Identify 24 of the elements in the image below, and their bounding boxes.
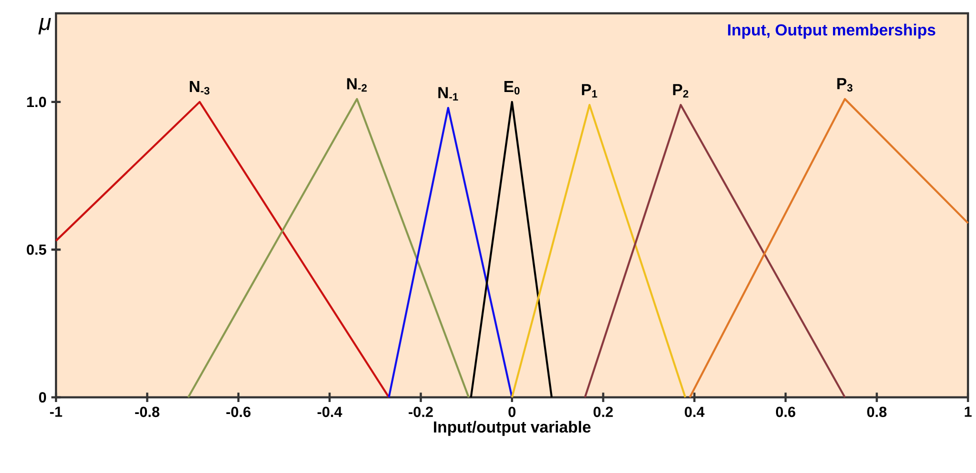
- x-tick-label: 1: [964, 406, 972, 417]
- y-tick-label: 0.5: [26, 244, 46, 255]
- x-tick-label: -0.8: [135, 406, 160, 417]
- x-tick-label: 0.2: [594, 406, 613, 417]
- series-label: N$_{-1}$: [438, 86, 458, 100]
- y-axis-title: μ: [38, 18, 51, 34]
- series-label: N$_{-2}$: [347, 78, 367, 92]
- x-axis-title: Input/output variable: [434, 420, 591, 436]
- x-tick-label: 0: [508, 406, 516, 417]
- series-label: P$_{1}$: [582, 84, 598, 98]
- y-tick-label: 1.0: [27, 96, 46, 107]
- x-tick-label: 0.6: [776, 406, 796, 417]
- x-tick-label: -0.2: [408, 406, 433, 417]
- series-label: N$_{-3}$: [190, 80, 210, 94]
- x-tick-label: -0.6: [226, 406, 251, 417]
- series-label: P$_{3}$: [837, 78, 852, 92]
- y-tick-label: 0: [39, 392, 46, 402]
- x-tick-label: 0.4: [684, 406, 705, 417]
- x-tick-label: 0.8: [867, 406, 887, 417]
- x-tick-label: -1: [50, 406, 62, 417]
- annotation: Input, Output memberships: [728, 24, 936, 39]
- series-label: P$_{2}$: [673, 84, 688, 98]
- series-label: E$_{0}$: [504, 80, 520, 94]
- x-tick-label: -0.4: [318, 406, 342, 417]
